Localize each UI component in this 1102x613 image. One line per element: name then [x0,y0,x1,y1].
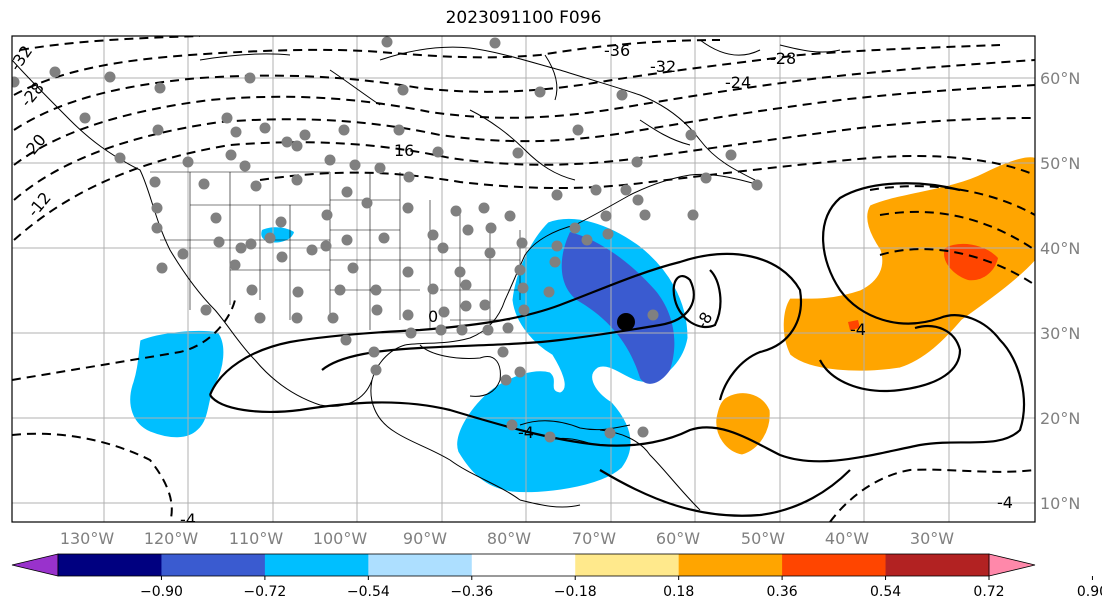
colorbar-tick-label: 0.18 [663,584,694,600]
colorbar-swatch [161,554,266,576]
colorbar-extend-low [11,553,59,577]
colorbar-swatch [782,554,887,576]
lon-label: 120°W [144,529,199,548]
lat-label: 10°N [1040,494,1080,513]
lon-label: 60°W [656,529,700,548]
lat-label: 60°N [1040,69,1080,88]
colorbar-tick-label: −0.72 [243,584,286,600]
colorbar-tick-label: 0.36 [767,584,798,600]
center-marker [617,313,635,331]
colorbar-tick-label: −0.36 [450,584,493,600]
latitude-labels: 60°N 50°N 40°N 30°N 20°N 10°N [1040,69,1080,513]
colorbar-swatch [885,554,990,576]
lon-label: 90°W [403,529,447,548]
colorbar-swatch [575,554,680,576]
contour-label: 0 [428,307,438,326]
shade-negative-dark-core [561,232,675,384]
contour-label: -32 [6,42,37,74]
shade-positive-orange-east [782,156,1035,372]
shade-positive-orange-blob [715,392,771,456]
plot-title: 2023091100 F096 [445,8,602,28]
contour-label: -4 [180,510,196,529]
colorbar-tick-label: 0.72 [973,584,1004,600]
lon-label: 80°W [487,529,531,548]
lat-label: 40°N [1040,239,1080,258]
lat-label: 50°N [1040,154,1080,173]
contour-label: -24 [725,73,751,92]
contour-label: -4 [997,493,1013,512]
lat-label: 20°N [1040,409,1080,428]
colorbar-swatch [471,554,576,576]
contour-label: -36 [604,41,630,60]
contour-label: -20 [19,130,50,162]
colorbar-swatch [264,554,369,576]
colorbar-swatch [58,554,162,576]
lon-label: 50°W [741,529,785,548]
contour-label: -28 [17,78,48,110]
colorbar-swatch [678,554,783,576]
shade-negative-lightblue-west [129,329,225,439]
lon-label: 110°W [229,529,284,548]
contour-label: -12 [24,188,55,220]
coastlines [12,39,841,511]
colorbar-tick-label: −0.18 [554,584,597,600]
lon-label: 70°W [572,529,616,548]
lat-label: 30°N [1040,324,1080,343]
contour-label: -8 [692,309,716,332]
contour-label: -4 [518,423,534,442]
contour-label: 16 [394,141,414,160]
station-dots [12,36,763,443]
colorbar: −0.90 −0.72 −0.54 −0.36 −0.18 0.18 0.36 0.54 0.7… [11,553,1102,600]
contours-solid [208,182,1026,517]
lon-label: 40°W [825,529,869,548]
colorbar-swatch [368,554,473,576]
contour-label: -32 [650,57,676,76]
lon-label: 30°W [910,529,954,548]
longitude-labels: 130°W 120°W 110°W 100°W 90°W 80°W 70°W 6… [60,529,954,548]
shade-positive-red-small [848,320,860,330]
colorbar-tick-label: −0.54 [347,584,390,600]
contour-label: -4 [850,320,866,339]
map-frame [11,35,1036,523]
contour-label: -28 [770,49,796,68]
colorbar-tick-label: −0.90 [140,584,183,600]
lon-label: 100°W [313,529,368,548]
colorbar-tick-label: 0.90 [1077,584,1102,600]
colorbar-tick-label: 0.54 [870,584,901,600]
colorbar-extend-high [988,553,1036,577]
lon-label: 130°W [60,529,115,548]
contours-dashed [12,36,1035,522]
